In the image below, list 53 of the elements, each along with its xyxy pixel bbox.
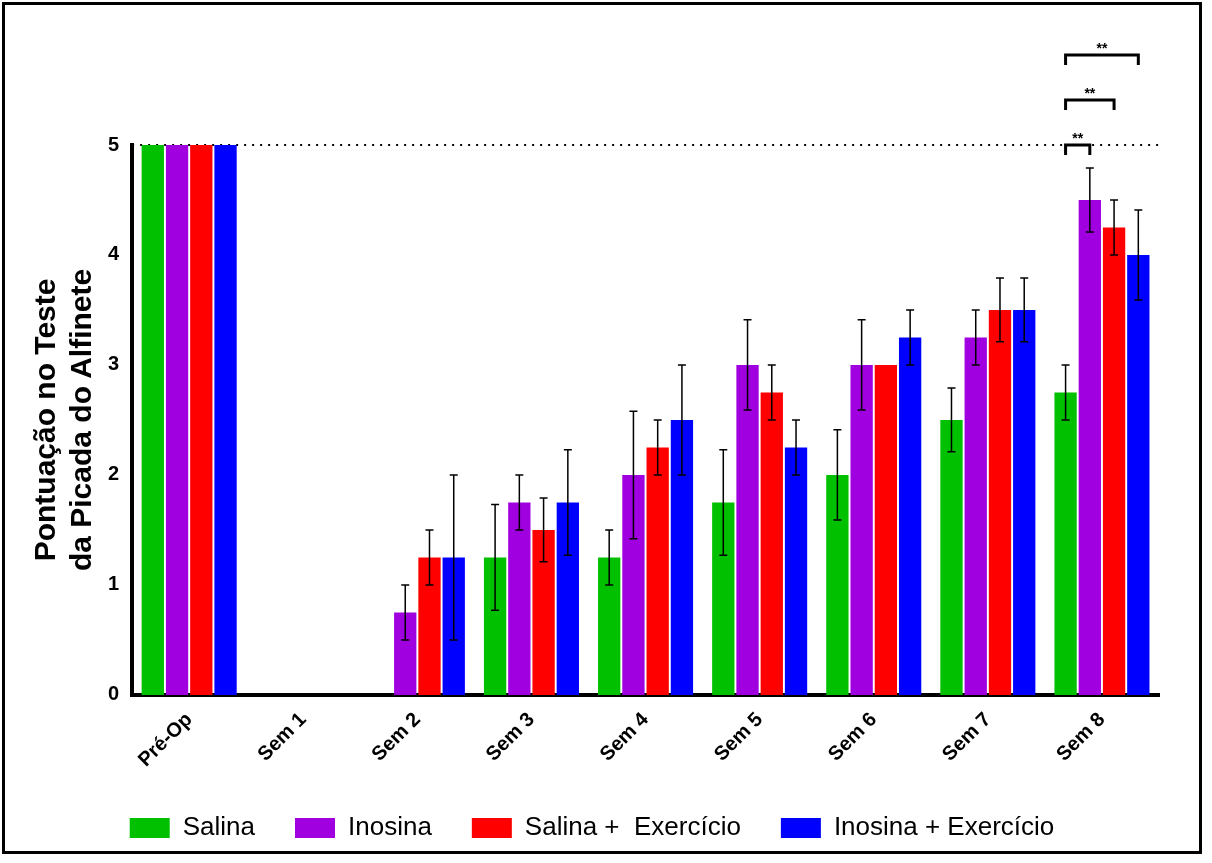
y-tick-label: 3 [108, 352, 120, 375]
bar [190, 145, 213, 695]
x-tick-label: Sem 1 [252, 707, 310, 765]
bar [1078, 199, 1101, 695]
legend-label: Salina [182, 811, 256, 842]
bar [784, 447, 808, 695]
bar [1102, 227, 1126, 695]
bar [1013, 309, 1036, 695]
legend-label: Inosina [348, 811, 433, 842]
x-tick-label: Sem 4 [595, 706, 653, 765]
x-tick-label: Sem 2 [366, 707, 425, 765]
bar [964, 337, 987, 695]
bar [598, 557, 621, 695]
bar [622, 474, 645, 695]
bar [988, 309, 1012, 695]
bar [141, 145, 164, 695]
bar [1054, 392, 1077, 695]
bar [165, 145, 189, 695]
bar [394, 612, 417, 695]
y-tick-label: 4 [108, 242, 120, 265]
bar [532, 529, 555, 695]
annotation: ** [1072, 129, 1084, 146]
text: ** [1096, 39, 1108, 56]
bar [418, 557, 441, 695]
x-tick-label: Sem 7 [937, 707, 995, 765]
bar [760, 392, 783, 695]
bar [898, 337, 922, 695]
y-axis-title: Pontuação no Teste da Picada do Alfinete [28, 268, 98, 572]
bar [940, 419, 963, 695]
legend-label: Inosina + Exercício [833, 811, 1055, 842]
y-tick-label: 0 [108, 682, 120, 705]
bar [712, 502, 735, 695]
x-tick-label: Sem 8 [1051, 707, 1109, 765]
bar [442, 557, 465, 695]
bar [556, 502, 579, 695]
x-tick-label: Sem 6 [823, 707, 881, 765]
x-tick-label: Sem 5 [709, 707, 767, 765]
bar [508, 502, 531, 695]
bar [736, 364, 759, 695]
bar [850, 364, 873, 695]
legend-label: Salina + Exercício [524, 811, 741, 842]
text: ** [1084, 84, 1096, 101]
bar [483, 557, 507, 695]
bar [874, 364, 898, 695]
bar [646, 447, 669, 695]
bar [214, 145, 237, 695]
x-tick-label: Sem 3 [480, 707, 539, 765]
bar [826, 474, 849, 695]
bar [1127, 254, 1150, 695]
y-tick-label: 2 [108, 462, 120, 485]
y-tick-label: 5 [108, 132, 120, 155]
bar [670, 419, 694, 695]
y-tick-label: 1 [108, 572, 120, 595]
